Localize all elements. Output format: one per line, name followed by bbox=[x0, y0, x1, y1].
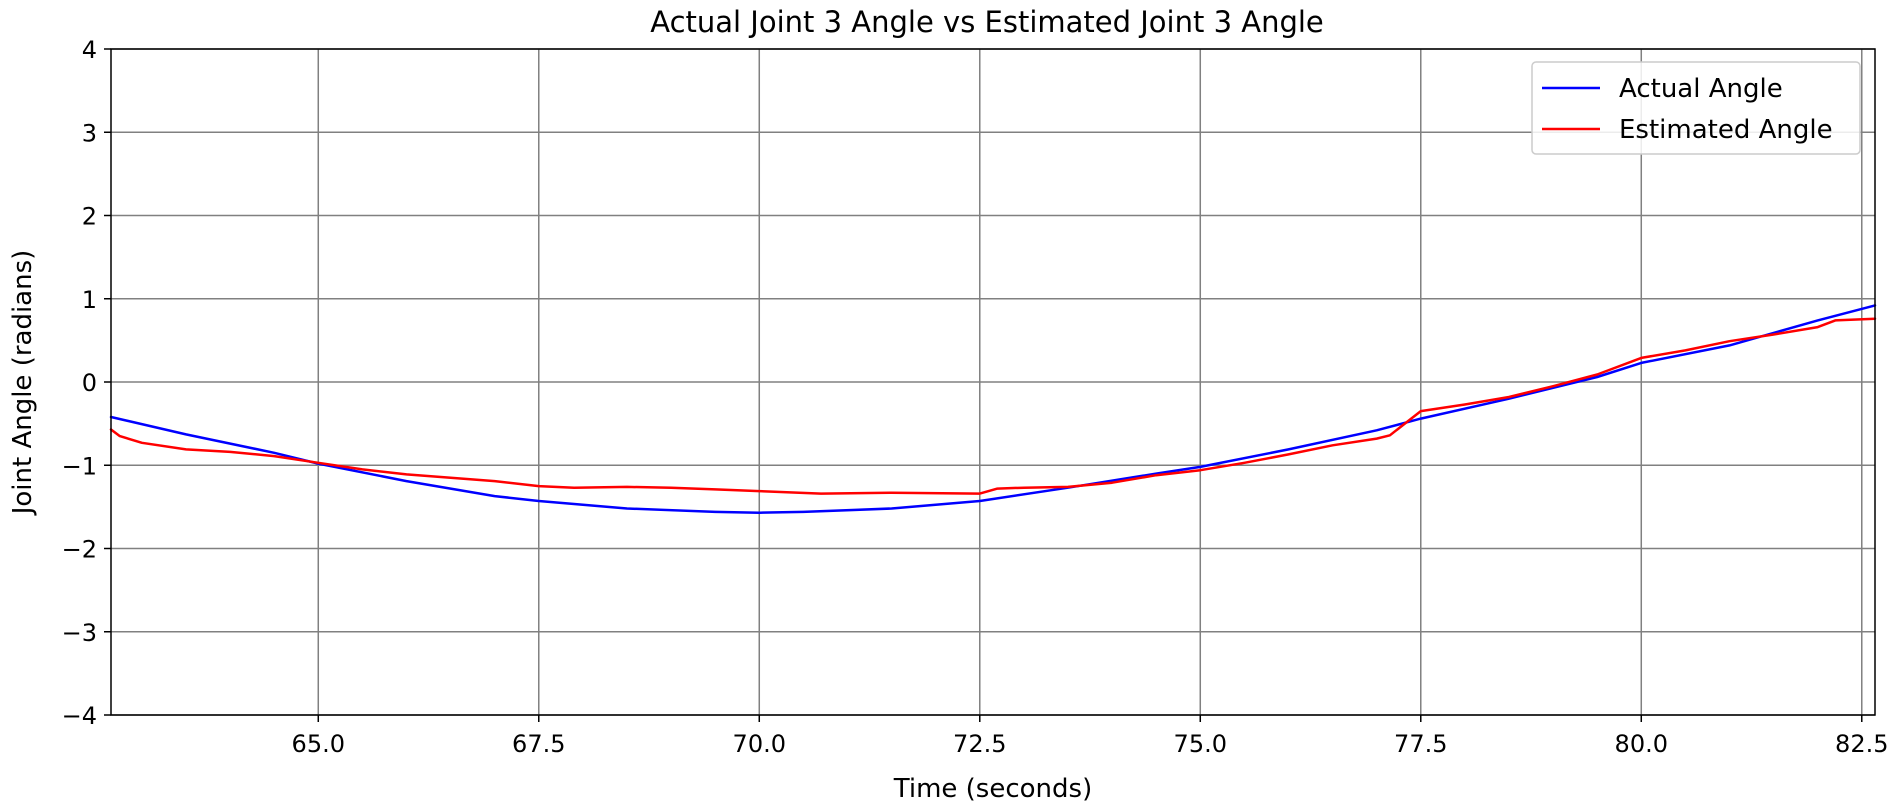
plot-frame bbox=[110, 48, 1876, 716]
y-tick-label: −1 bbox=[62, 452, 97, 480]
x-tick-label: 75.0 bbox=[1174, 730, 1227, 758]
legend-label-estimated-angle: Estimated Angle bbox=[1619, 115, 1833, 145]
legend-box bbox=[1531, 61, 1861, 155]
series-lines bbox=[109, 304, 1877, 514]
chart-title: Actual Joint 3 Angle vs Estimated Joint … bbox=[650, 5, 1324, 39]
series-line-estimated-angle bbox=[109, 317, 1877, 495]
y-tick-label: 2 bbox=[82, 203, 97, 231]
series-line-actual-angle bbox=[109, 304, 1877, 514]
x-tick-label: 70.0 bbox=[733, 730, 786, 758]
y-tick-label: −2 bbox=[62, 536, 97, 564]
x-tick-label: 72.5 bbox=[953, 730, 1006, 758]
x-tick-label: 82.5 bbox=[1835, 730, 1888, 758]
x-tick-label: 80.0 bbox=[1615, 730, 1668, 758]
x-tick-label: 65.0 bbox=[292, 730, 345, 758]
y-tick-label: 0 bbox=[82, 369, 97, 397]
axis-ticks: 65.0 67.5 70.0 72.5 75.0 77.5 80.0 82.5 −4 −3 −2 −1… bbox=[62, 36, 1889, 758]
x-axis-label: Time (seconds) bbox=[893, 774, 1092, 804]
x-tick-label: 67.5 bbox=[512, 730, 565, 758]
y-tick-label: 1 bbox=[82, 286, 97, 314]
legend: Actual Angle Estimated Angle bbox=[1531, 61, 1861, 155]
x-tick-label: 77.5 bbox=[1394, 730, 1447, 758]
y-tick-label: −3 bbox=[62, 619, 97, 647]
y-axis-label: Joint Angle (radians) bbox=[8, 250, 38, 517]
y-tick-label: 3 bbox=[82, 119, 97, 147]
y-tick-label: −4 bbox=[62, 702, 97, 730]
y-tick-label: 4 bbox=[82, 36, 97, 64]
legend-label-actual-angle: Actual Angle bbox=[1619, 74, 1783, 104]
